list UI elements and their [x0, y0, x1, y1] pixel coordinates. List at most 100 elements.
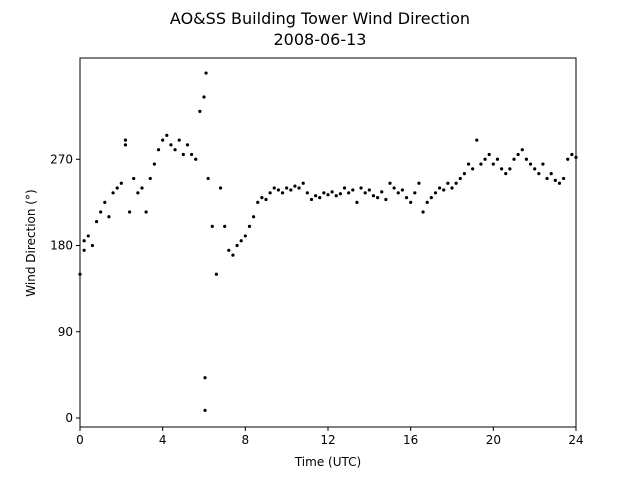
data-point	[388, 181, 392, 185]
y-tick-label: 0	[65, 411, 73, 425]
data-point	[438, 186, 442, 190]
data-point	[537, 172, 541, 176]
data-point	[94, 219, 99, 224]
y-tick-label: 180	[50, 239, 73, 253]
data-point	[82, 239, 86, 243]
data-point	[177, 138, 181, 142]
data-point	[400, 188, 404, 192]
data-point	[107, 215, 111, 219]
data-point	[446, 181, 450, 185]
data-point	[429, 196, 433, 200]
data-point	[202, 95, 206, 99]
data-point	[152, 162, 156, 166]
data-point	[223, 224, 227, 228]
data-point	[500, 167, 504, 171]
data-point	[78, 272, 82, 276]
data-point	[243, 234, 247, 238]
data-point	[417, 181, 421, 185]
data-point	[413, 191, 417, 195]
data-point	[181, 152, 185, 157]
data-point	[355, 200, 359, 204]
data-point	[504, 172, 508, 176]
data-point	[541, 162, 545, 166]
data-point	[330, 190, 334, 194]
data-point	[376, 196, 380, 200]
data-point	[318, 196, 322, 200]
data-point	[165, 133, 169, 137]
data-point	[309, 197, 314, 202]
data-point	[289, 188, 293, 192]
data-point	[123, 143, 128, 147]
data-point	[276, 188, 280, 192]
data-point	[380, 190, 384, 194]
data-point	[520, 148, 524, 152]
data-point	[99, 210, 103, 214]
data-point	[203, 376, 207, 380]
data-point	[326, 193, 330, 197]
data-point	[359, 186, 363, 190]
data-point	[491, 162, 495, 166]
x-tick-label: 0	[76, 433, 84, 447]
data-point	[516, 152, 520, 157]
data-point	[285, 186, 289, 190]
data-point	[144, 210, 148, 214]
data-point	[528, 162, 533, 166]
data-point	[148, 176, 152, 181]
data-point	[533, 167, 537, 171]
data-point	[293, 184, 297, 188]
data-point	[198, 109, 202, 113]
data-point	[483, 157, 487, 161]
data-point	[260, 196, 264, 200]
x-tick-label: 12	[320, 433, 335, 447]
data-point	[264, 197, 268, 202]
data-point	[227, 248, 231, 252]
chart-subtitle: 2008-06-13	[274, 30, 367, 49]
data-point	[214, 272, 218, 276]
data-point	[218, 186, 223, 190]
data-point	[203, 408, 207, 412]
data-point	[566, 157, 570, 161]
data-point	[409, 200, 413, 204]
data-point	[421, 210, 425, 214]
data-point	[342, 186, 347, 190]
data-point	[210, 224, 214, 228]
data-point	[495, 157, 500, 161]
y-tick-label: 90	[58, 325, 73, 339]
x-tick-label: 4	[159, 433, 167, 447]
data-point	[450, 186, 454, 190]
data-point	[512, 157, 516, 161]
data-point	[252, 215, 256, 219]
data-point	[574, 155, 578, 159]
data-point	[458, 176, 462, 181]
y-axis-label: Wind Direction (°)	[24, 189, 38, 296]
data-point	[462, 172, 466, 176]
data-point	[280, 191, 285, 195]
data-point	[384, 197, 388, 202]
x-tick-label: 24	[568, 433, 583, 447]
data-point	[268, 191, 272, 195]
data-point	[256, 200, 260, 204]
x-tick-label: 20	[486, 433, 501, 447]
data-point	[128, 210, 132, 214]
data-point	[553, 178, 557, 182]
data-point	[272, 186, 276, 190]
y-tick-label: 270	[50, 152, 73, 166]
data-point	[140, 186, 144, 190]
data-point	[247, 224, 252, 228]
data-point	[136, 191, 140, 195]
data-point	[466, 162, 471, 166]
data-point	[508, 167, 512, 171]
data-point	[471, 167, 475, 171]
data-point	[103, 200, 107, 204]
data-point	[334, 194, 338, 198]
data-point	[239, 239, 243, 243]
x-tick-label: 8	[242, 433, 250, 447]
x-tick-label: 16	[403, 433, 418, 447]
plot-frame	[79, 57, 577, 428]
data-point	[545, 176, 549, 181]
data-point	[475, 138, 479, 142]
data-point	[396, 191, 400, 195]
data-point	[487, 152, 491, 157]
data-point	[305, 191, 309, 195]
data-point	[115, 186, 119, 190]
